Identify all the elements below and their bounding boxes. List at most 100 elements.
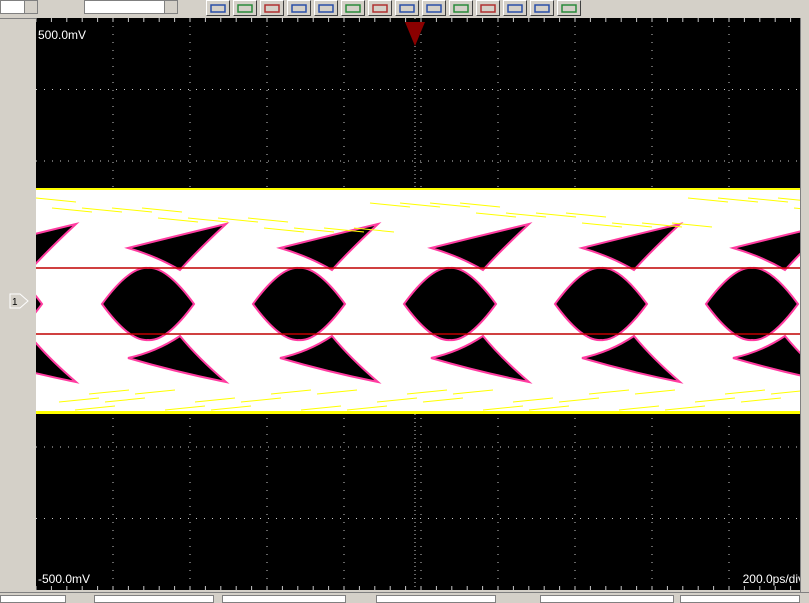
channel-number: 1 xyxy=(12,297,18,308)
toolbar-select-1[interactable] xyxy=(0,0,38,14)
trace-noise xyxy=(482,405,524,411)
toolbar-button-9[interactable] xyxy=(422,0,446,16)
timebase-label: 200.0ps/div xyxy=(742,572,804,586)
trace-noise xyxy=(369,202,411,208)
toolbar-button-11[interactable] xyxy=(476,0,500,16)
trigger-marker-icon xyxy=(405,22,425,46)
trace-noise xyxy=(157,217,199,223)
marker-label: M1 xyxy=(58,296,78,312)
trace-noise xyxy=(300,405,342,411)
measure-icon xyxy=(318,4,334,13)
eye-opening xyxy=(36,294,44,314)
trace-noise xyxy=(58,397,100,403)
trace-noise xyxy=(164,405,206,411)
trace-noise xyxy=(399,202,441,208)
upper-eye-opening xyxy=(427,222,533,272)
toolbar xyxy=(0,0,809,19)
trace-noise xyxy=(724,389,766,395)
lower-eye-opening xyxy=(127,334,230,384)
trace-noise xyxy=(217,217,259,223)
toolbar-button-14[interactable] xyxy=(557,0,581,16)
trace-noise xyxy=(74,405,116,411)
vertical-scale-top: 500.0mV xyxy=(38,28,87,42)
trace-noise xyxy=(694,397,736,403)
pulse-icon xyxy=(534,4,550,13)
eye-opening xyxy=(704,266,800,342)
toolbar-button-8[interactable] xyxy=(395,0,419,16)
cursor-icon xyxy=(426,4,442,13)
trace-noise xyxy=(429,202,471,208)
toolbar-button-13[interactable] xyxy=(530,0,554,16)
eye-opening xyxy=(553,266,649,342)
trace-noise xyxy=(664,405,706,411)
toolbar-button-2[interactable] xyxy=(233,0,257,16)
toolbar-select-2[interactable] xyxy=(84,0,178,14)
chevron-down-icon[interactable] xyxy=(164,1,177,13)
trace-noise xyxy=(88,389,130,395)
trace-noise xyxy=(270,389,312,395)
trace-noise xyxy=(459,202,501,208)
channel-marker-icon[interactable]: 1 xyxy=(8,292,30,310)
trace-noise xyxy=(210,405,252,411)
measure-icon xyxy=(237,4,253,13)
upper-eye-opening xyxy=(729,228,808,272)
eye-band-top-edge xyxy=(36,188,808,191)
trace-noise xyxy=(81,207,123,213)
waveform-display[interactable]: 500.0mV -500.0mV 200.0ps/div M1 xyxy=(36,18,808,590)
trace-noise xyxy=(747,197,789,203)
trace-noise xyxy=(422,397,464,403)
toolbar-button-7[interactable] xyxy=(368,0,392,16)
trace-noise xyxy=(512,397,554,403)
trace-noise xyxy=(505,212,547,218)
bars-icon xyxy=(372,4,388,13)
lower-eye-opening xyxy=(732,334,808,379)
measure-icon xyxy=(291,4,307,13)
trace-noise xyxy=(187,217,229,223)
level-icon xyxy=(453,4,469,13)
status-bar xyxy=(0,592,809,603)
vertical-scale-bottom: -500.0mV xyxy=(38,572,91,586)
vertical-scrollbar[interactable] xyxy=(800,18,809,592)
measure-icon xyxy=(264,4,280,13)
trace-noise xyxy=(134,389,176,395)
trace-noise xyxy=(475,212,517,218)
trace-noise xyxy=(581,222,623,228)
trace-noise xyxy=(687,197,729,203)
toolbar-button-12[interactable] xyxy=(503,0,527,16)
trace-noise xyxy=(641,222,683,228)
marker-icon xyxy=(507,4,523,13)
eye-band-bottom-edge xyxy=(36,411,808,414)
trace-noise xyxy=(353,227,395,233)
lower-eye-opening xyxy=(279,334,382,384)
trace-noise xyxy=(346,405,388,411)
toolbar-button-10[interactable] xyxy=(449,0,473,16)
marker-icon xyxy=(480,4,496,13)
eye-opening xyxy=(100,266,196,342)
toolbar-button-1[interactable] xyxy=(206,0,230,16)
toolbar-button-4[interactable] xyxy=(287,0,311,16)
trace-noise xyxy=(141,207,183,213)
trace-noise xyxy=(452,389,494,395)
trace-noise xyxy=(293,227,335,233)
toolbar-button-3[interactable] xyxy=(260,0,284,16)
chevron-down-icon[interactable] xyxy=(24,1,37,13)
measure-icon xyxy=(210,4,226,13)
trace-noise xyxy=(740,397,782,403)
upper-eye-opening xyxy=(276,222,382,272)
trace-noise xyxy=(316,389,358,395)
upper-eye-opening xyxy=(36,222,80,265)
trace-noise xyxy=(376,397,418,403)
trace-noise xyxy=(247,217,289,223)
upper-eye-opening xyxy=(124,222,230,272)
eye-opening xyxy=(251,266,347,342)
upper-eye-opening xyxy=(578,222,684,272)
toolbar-button-6[interactable] xyxy=(341,0,365,16)
trace-noise xyxy=(528,405,570,411)
toolbar-button-5[interactable] xyxy=(314,0,338,16)
trace-noise xyxy=(535,212,577,218)
trace-noise xyxy=(263,227,305,233)
lower-eye-opening xyxy=(36,341,80,384)
trace-noise xyxy=(565,212,607,218)
lower-eye-opening xyxy=(581,334,684,384)
trace-noise xyxy=(618,405,660,411)
